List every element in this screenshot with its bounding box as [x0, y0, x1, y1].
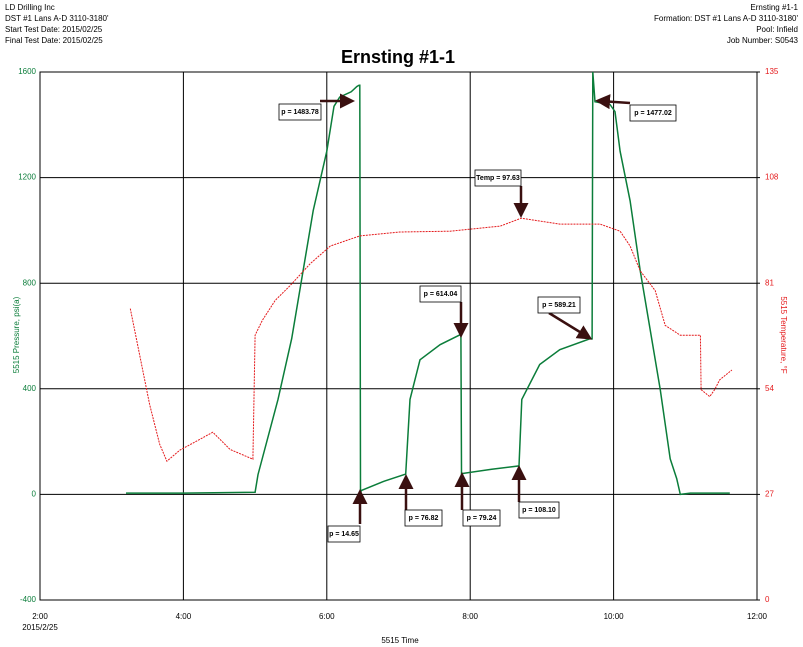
y-tick-label: 400 — [23, 384, 37, 393]
annotation-box — [327, 525, 361, 543]
annotation-box — [419, 285, 462, 303]
y2-tick-label: 81 — [765, 278, 774, 287]
y2-tick-label: 108 — [765, 173, 779, 182]
header-right: Pool: Infield — [756, 25, 798, 34]
annotation-text: p = 76.82 — [409, 515, 439, 522]
annotation-text: p = 614.04 — [424, 291, 458, 298]
x-tick-label: 8:00 — [462, 612, 478, 621]
header-left: DST #1 Lans A-D 3110-3180' — [5, 14, 109, 23]
y-axis-label: 5515 Pressure, psi(a) — [12, 296, 21, 373]
x-axis-date: 2015/2/25 — [22, 623, 58, 632]
y2-tick-label: 54 — [765, 384, 774, 393]
header-left: Final Test Date: 2015/02/25 — [5, 36, 103, 45]
annotation-box — [462, 509, 501, 527]
annotation-box — [474, 169, 522, 187]
y-tick-label: 1200 — [18, 173, 36, 182]
y-tick-label: -400 — [20, 595, 37, 604]
annotation-text: p = 589.21 — [542, 302, 576, 309]
annotation-text: p = 14.65 — [329, 531, 359, 538]
annotation-text: p = 1477.02 — [634, 110, 672, 117]
annotation-text: p = 79.24 — [467, 515, 497, 522]
y2-tick-label: 135 — [765, 67, 779, 76]
header-right: Job Number: S0543 — [727, 36, 799, 45]
annotation-text: p = 108.10 — [522, 507, 556, 514]
header-right: Ernsting #1-1 — [750, 3, 798, 12]
annotation-box — [537, 296, 581, 314]
annotation-arrow — [548, 311, 593, 340]
y2-tick-label: 0 — [765, 595, 770, 604]
x-tick-label: 12:00 — [747, 612, 768, 621]
y2-tick-label: 27 — [765, 490, 774, 499]
chart-title: Ernsting #1-1 — [341, 47, 455, 67]
annotation-text: p = 1483.78 — [281, 109, 319, 116]
x-tick-label: 2:00 — [32, 612, 48, 621]
y-tick-label: 800 — [23, 278, 37, 287]
annotation-box — [404, 509, 443, 527]
x-tick-label: 6:00 — [319, 612, 335, 621]
x-tick-label: 10:00 — [604, 612, 625, 621]
x-axis-label: 5515 Time — [381, 636, 419, 645]
y-tick-label: 0 — [32, 490, 37, 499]
annotation-arrow — [595, 94, 631, 110]
series-line — [126, 71, 730, 496]
header-left: LD Drilling Inc — [5, 3, 55, 12]
header-right: Formation: DST #1 Lans A-D 3110-3180' — [654, 14, 798, 23]
annotation-text: Temp = 97.63 — [476, 175, 520, 182]
y-tick-label: 1600 — [18, 67, 36, 76]
annotation-box — [278, 103, 322, 121]
annotation-box — [629, 104, 677, 122]
y2-axis-label: 5515 Temperature, °F — [779, 296, 788, 373]
plot-border — [39, 71, 758, 601]
x-tick-label: 4:00 — [176, 612, 192, 621]
series-line — [129, 217, 733, 463]
annotation-box — [518, 501, 560, 519]
header-left: Start Test Date: 2015/02/25 — [5, 25, 103, 34]
